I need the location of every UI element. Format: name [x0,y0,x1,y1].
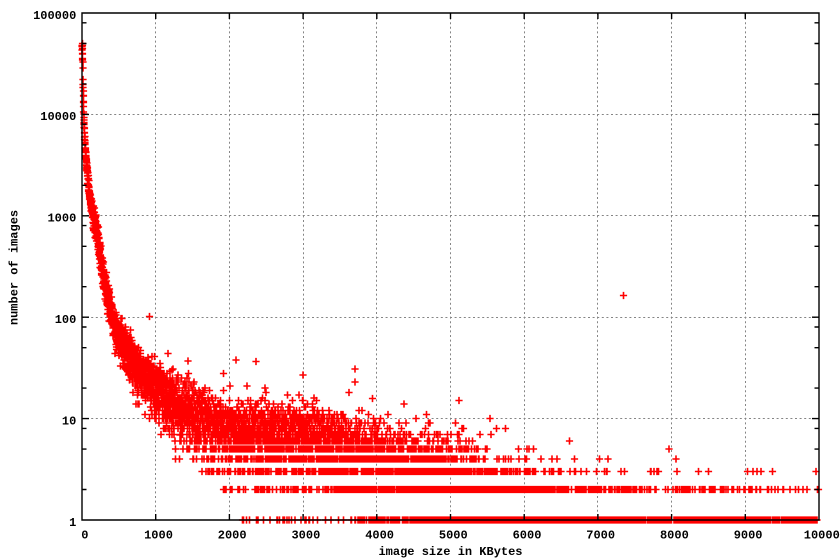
svg-text:10000: 10000 [804,529,840,543]
svg-text:1000: 1000 [144,529,173,543]
svg-text:1000: 1000 [47,212,76,226]
svg-text:8000: 8000 [660,529,689,543]
svg-text:number of images: number of images [8,210,22,325]
svg-text:2000: 2000 [218,529,247,543]
svg-text:10: 10 [62,414,76,428]
svg-text:4000: 4000 [365,529,394,543]
svg-text:1: 1 [69,516,76,530]
svg-text:100000: 100000 [33,9,76,23]
svg-text:9000: 9000 [734,529,763,543]
svg-text:6000: 6000 [513,529,542,543]
svg-text:100: 100 [55,313,77,327]
svg-text:3000: 3000 [291,529,320,543]
svg-text:7000: 7000 [586,529,615,543]
svg-text:5000: 5000 [439,529,468,543]
svg-text:0: 0 [81,529,88,543]
svg-text:image size in KBytes: image size in KBytes [378,545,522,559]
svg-text:10000: 10000 [40,110,76,124]
